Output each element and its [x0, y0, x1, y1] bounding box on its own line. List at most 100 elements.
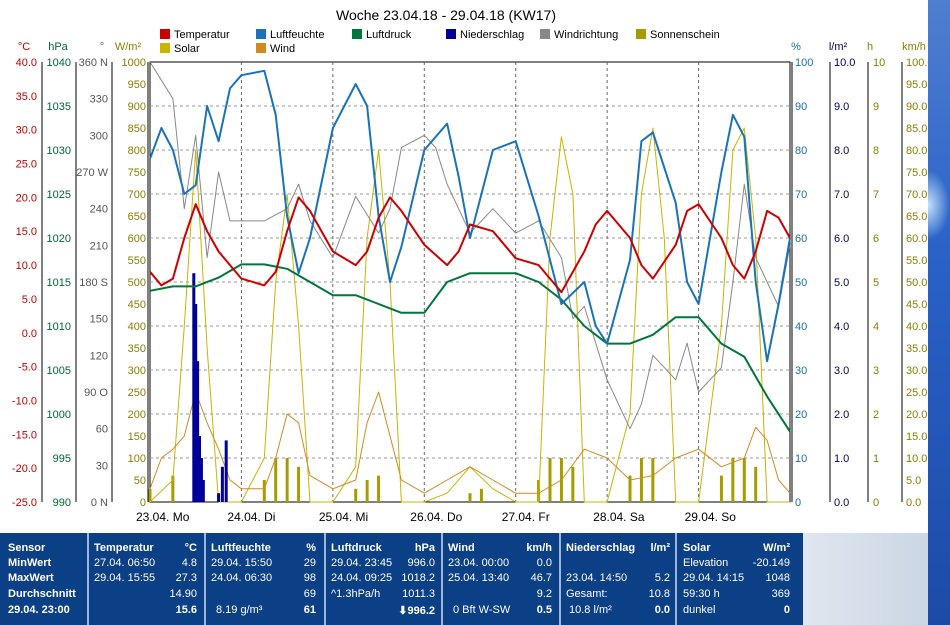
tick-label-hum: 80 [795, 145, 807, 157]
sunshine-bar [479, 488, 483, 502]
tick-label-wind: 100.0 [906, 57, 934, 69]
sunshine-bar [571, 466, 575, 502]
wind-beaufort: 0 Bft W-SW [453, 604, 511, 616]
tick-label-dir: 90 O [84, 387, 108, 399]
sunshine-bar [742, 458, 746, 502]
legend-label: Solar [174, 43, 200, 55]
tick-label-wind: 50.0 [906, 277, 927, 289]
tick-label-solar: 800 [128, 145, 146, 157]
panel-separator [87, 533, 89, 625]
tick-label-sun: 8 [873, 145, 879, 157]
tick-label-solar: 750 [128, 167, 146, 179]
series-luftdruck [149, 263, 791, 433]
tick-label-press: 995 [53, 453, 71, 465]
tick-label-dir: 180 S [79, 277, 108, 289]
legend-label: Temperatur [174, 29, 230, 41]
sensor-header: Sensor [8, 542, 46, 554]
tick-label-temp: -10.0 [12, 395, 37, 407]
tick-label-hum: 10 [795, 453, 807, 465]
x-day-label: 26.04. Do [410, 510, 462, 524]
luftfeuchte-avg: 69 [303, 588, 316, 600]
tick-label-press: 1010 [47, 321, 71, 333]
sunshine-bar [262, 480, 266, 502]
luftdruck-header: Luftdruck [331, 542, 382, 554]
tick-label-sun: 2 [873, 409, 879, 421]
sunshine-bar [354, 488, 358, 502]
tick-label-hum: 60 [795, 233, 807, 245]
tick-label-temp: 10.0 [16, 260, 37, 272]
tick-label-press: 990 [53, 497, 71, 509]
tick-label-dir: 300 [90, 130, 108, 142]
stats-temperatur: Temperatur °C 27.04. 06:50 4.8 29.04. 15… [89, 533, 204, 625]
tick-label-sun: 6 [873, 233, 879, 245]
rain-bar [198, 436, 202, 502]
luftdruck-min-time: 29.04. 23:45 [331, 557, 393, 569]
tick-label-solar: 250 [128, 387, 146, 399]
panel-separator [559, 533, 561, 625]
tick-label-solar: 400 [128, 321, 146, 333]
tick-label-wind: 30.0 [906, 365, 927, 377]
rain-bar [199, 458, 203, 502]
wind-min-time: 23.04. 00:00 [448, 557, 510, 569]
tick-label-hum: 100 [795, 57, 813, 69]
tick-label-wind: 85.0 [906, 123, 927, 135]
solar-sun-hours: 59:30 h [683, 588, 720, 600]
legend-label: Luftdruck [366, 29, 412, 41]
tick-label-dir: 270 W [76, 167, 108, 179]
x-day-label: 23.04. Mo [136, 510, 190, 524]
panel-separator [204, 533, 206, 625]
tick-label-dir: 60 [96, 424, 108, 436]
tick-label-wind: 5.0 [906, 475, 921, 487]
tick-label-wind: 40.0 [906, 321, 927, 333]
legend-swatch [636, 29, 646, 39]
chart-title: Woche 23.04.18 - 29.04.18 (KW17) [336, 7, 556, 23]
rain-bar [192, 273, 196, 502]
x-axis-labels: 23.04. Mo 24.04. Di 25.04. Mi 26.04. Do 27.0… [136, 510, 736, 524]
luftfeuchte-min: 29 [303, 557, 316, 569]
temperatur-current: 15.6 [175, 604, 197, 616]
axis-unit-solar: W/m² [115, 41, 142, 53]
panel-separator [441, 533, 443, 625]
tick-label-temp: -15.0 [12, 429, 37, 441]
niederschlag-total: 10.8 [648, 588, 670, 600]
chart-plot-area [148, 61, 791, 503]
niederschlag-unit: l/m² [650, 542, 670, 554]
tick-label-press: 1040 [47, 57, 71, 69]
niederschlag-total-label: Gesamt: [566, 588, 608, 600]
tick-label-solar: 500 [128, 277, 146, 289]
tick-label-solar: 100 [128, 453, 146, 465]
stats-sensor: Sensor MinWert MaxWert Durchschnitt 29.0… [0, 533, 88, 625]
rain-bar [196, 361, 200, 502]
sunshine-bar [365, 480, 369, 502]
legend-swatch [160, 43, 170, 53]
tick-label-rain: 8.0 [834, 145, 849, 157]
tick-label-hum: 90 [795, 101, 807, 113]
wind-min: 0.0 [536, 557, 552, 569]
tick-label-wind: 55.0 [906, 255, 927, 267]
tick-label-rain: 9.0 [834, 101, 849, 113]
axis-unit-wind: km/h [902, 41, 926, 53]
wind-max-time: 25.04. 13:40 [448, 572, 510, 584]
x-day-label: 27.04. Fr [502, 510, 550, 524]
tick-label-wind: 80.0 [906, 145, 927, 157]
stats-solar: Solar W/m² Elevation -20.149 29.04. 14:1… [677, 533, 803, 625]
x-day-label: 29.04. So [685, 510, 737, 524]
tick-label-rain: 4.0 [834, 321, 849, 333]
stats-luftdruck: Luftdruck hPa 29.04. 23:45 996.0 24.04. … [326, 533, 441, 625]
legend-swatch [540, 29, 550, 39]
tick-label-solar: 550 [128, 255, 146, 267]
row-label-avg: Durchschnitt [8, 588, 76, 600]
tick-label-rain: 7.0 [834, 189, 849, 201]
temperatur-avg: 14.90 [169, 588, 197, 600]
solar-sun-value: 369 [771, 588, 790, 600]
series-luftfeuchte [149, 69, 791, 363]
tick-label-temp: 5.0 [22, 294, 37, 306]
temperatur-min: 4.8 [181, 557, 197, 569]
stats-wind: Wind km/h 23.04. 00:00 0.0 25.04. 13:40 … [443, 533, 559, 625]
sunshine-bar [754, 466, 758, 502]
chart-legend: Temperatur Luftfeuchte Luftdruck Niederschl… [160, 29, 720, 55]
tick-label-hum: 50 [795, 277, 807, 289]
background-strip [803, 533, 950, 625]
sunshine-bar [468, 493, 472, 502]
sunshine-bar [639, 458, 643, 502]
